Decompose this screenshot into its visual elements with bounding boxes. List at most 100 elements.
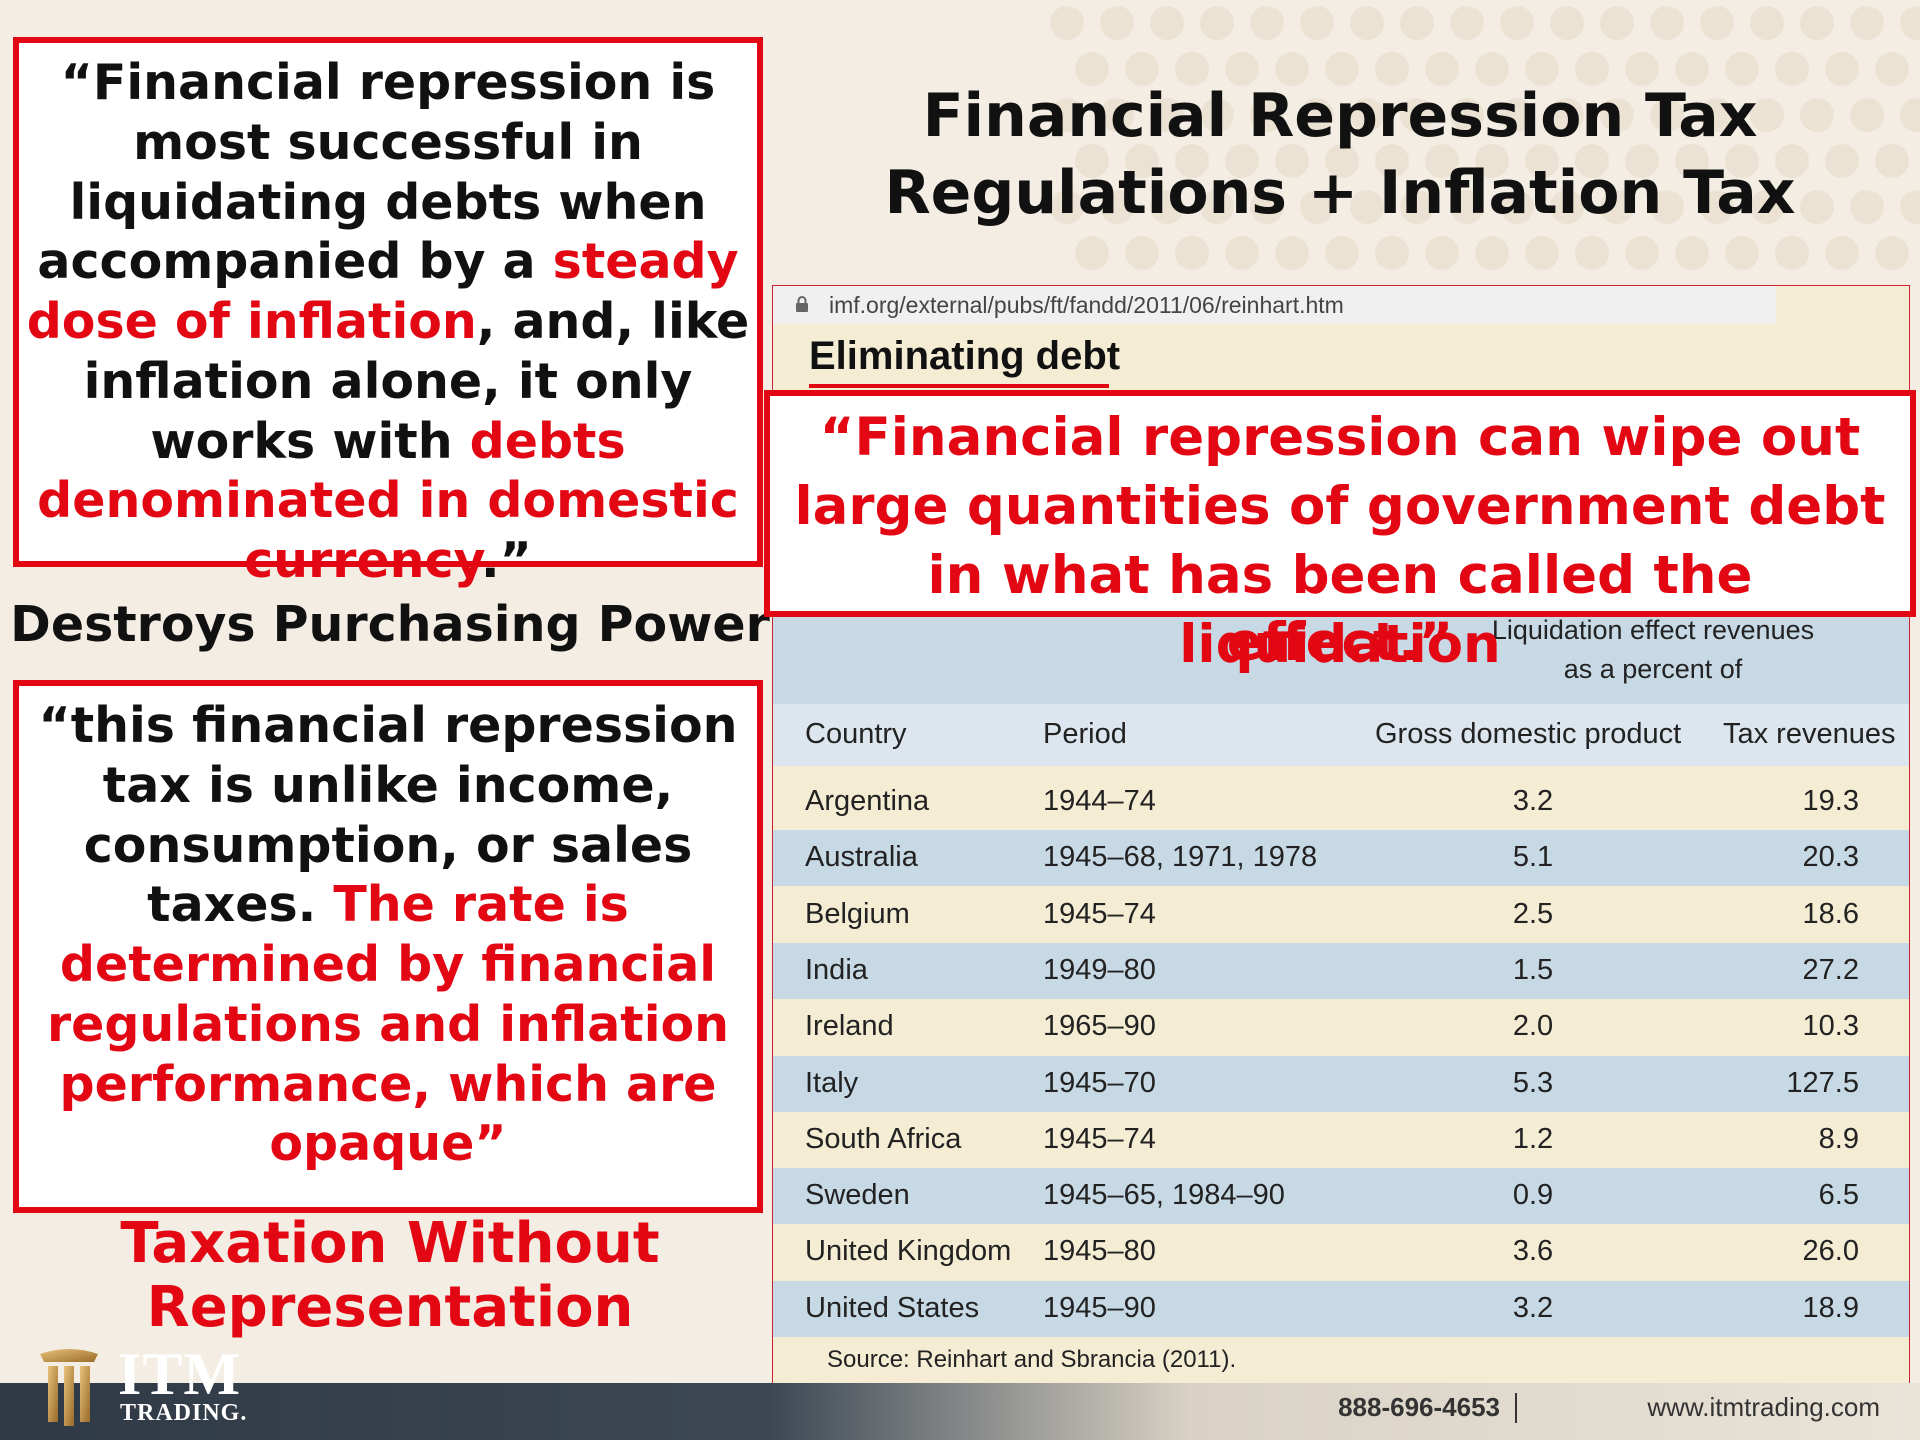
cell-country: United Kingdom xyxy=(805,1235,1012,1268)
background-dot xyxy=(1525,236,1559,270)
background-dot xyxy=(1175,144,1209,178)
main-title-line2: Regulations + Inflation Tax xyxy=(884,157,1796,228)
column-header-country: Country xyxy=(805,718,907,750)
background-dot xyxy=(1650,190,1684,224)
background-dot xyxy=(1275,52,1309,86)
group-header-line2: as a percent of xyxy=(1563,654,1743,685)
liquidation-quote-end: effect.” xyxy=(1226,612,1454,673)
cell-gdp: 5.3 xyxy=(1512,1066,1554,1099)
background-dot xyxy=(1375,236,1409,270)
background-dot xyxy=(1200,6,1234,40)
background-dot xyxy=(1525,52,1559,86)
cell-gdp: 2.5 xyxy=(1512,897,1554,930)
logo-trading-text: TRADING. xyxy=(120,1400,248,1426)
cell-country: Australia xyxy=(805,841,918,874)
table-row: Italy 1945–70 5.3 127.5 xyxy=(773,1055,1909,1112)
background-dot xyxy=(1775,144,1809,178)
background-dot xyxy=(1075,52,1109,86)
quote1-highlight-debts: debts denominated in domestic currency xyxy=(37,412,739,590)
group-header: Liquidation effect revenues as a percent… xyxy=(1443,611,1863,689)
background-dot xyxy=(1200,98,1234,132)
cell-gdp: 1.5 xyxy=(1512,953,1554,986)
background-dot xyxy=(1550,190,1584,224)
background-dot xyxy=(1875,144,1909,178)
background-dot xyxy=(1700,98,1734,132)
cell-period: 1945–74 xyxy=(1043,897,1156,930)
background-dot xyxy=(1600,98,1634,132)
cell-gdp: 3.2 xyxy=(1512,785,1554,817)
liquidation-quote-text: “Financial repression can wipe out large… xyxy=(794,407,1886,675)
background-dot xyxy=(1450,98,1484,132)
background-dot xyxy=(1250,190,1284,224)
background-dot xyxy=(1350,98,1384,132)
table-header-row xyxy=(773,704,1909,766)
title-underline xyxy=(809,384,1109,388)
background-dot xyxy=(1175,52,1209,86)
cell-period: 1945–68, 1971, 1978 xyxy=(1043,841,1318,874)
background-dot xyxy=(1625,236,1659,270)
background-dot xyxy=(1875,52,1909,86)
background-dot xyxy=(1275,144,1309,178)
cell-period: 1945–70 xyxy=(1043,1066,1156,1099)
background-pattern xyxy=(1050,0,1920,280)
background-dot xyxy=(1825,52,1859,86)
background-dot xyxy=(1625,52,1659,86)
cell-gdp: 2.0 xyxy=(1512,1010,1554,1043)
background-dot xyxy=(1775,236,1809,270)
background-dot xyxy=(1900,6,1920,40)
background-dot xyxy=(1725,52,1759,86)
background-dot xyxy=(1425,144,1459,178)
background-dot xyxy=(1175,236,1209,270)
cell-gdp: 5.1 xyxy=(1512,841,1554,874)
background-dot xyxy=(1425,52,1459,86)
cell-country: Italy xyxy=(805,1066,859,1099)
group-header-line1: Liquidation effect revenues xyxy=(1491,615,1815,645)
background-dot xyxy=(1800,98,1834,132)
background-dot xyxy=(1350,6,1384,40)
background-dot xyxy=(1550,98,1584,132)
background-dot xyxy=(1850,6,1884,40)
cell-country: Sweden xyxy=(805,1179,910,1212)
background-dot xyxy=(1100,6,1134,40)
background-dot xyxy=(1450,6,1484,40)
background-dot xyxy=(1300,190,1334,224)
background-dot xyxy=(1325,52,1359,86)
url-text: imf.org/external/pubs/ft/fandd/2011/06/r… xyxy=(829,292,1344,318)
website-link[interactable]: www.itmtrading.com xyxy=(1647,1392,1880,1422)
cell-country: Argentina xyxy=(805,785,930,817)
background-dot xyxy=(1150,6,1184,40)
cell-period: 1949–80 xyxy=(1043,953,1156,986)
background-dot xyxy=(1475,144,1509,178)
background-dot xyxy=(1500,98,1534,132)
table-row: India 1949–80 1.5 27.2 xyxy=(773,942,1909,999)
cell-country: United States xyxy=(805,1291,980,1324)
cell-period: 1945–65, 1984–90 xyxy=(1043,1179,1285,1212)
table-row: Argentina 1944–74 3.2 19.3 xyxy=(773,774,1909,830)
phone-number[interactable]: 888-696-4653 xyxy=(1338,1392,1500,1422)
background-dot xyxy=(1850,98,1884,132)
background-dot xyxy=(1575,236,1609,270)
background-dot xyxy=(1275,236,1309,270)
background-dot xyxy=(1675,144,1709,178)
background-dot xyxy=(1750,98,1784,132)
cell-tax: 6.5 xyxy=(1818,1179,1859,1212)
table-row: United Kingdom 1945–80 3.6 26.0 xyxy=(773,1224,1909,1280)
background-dot xyxy=(1325,144,1359,178)
background-dot xyxy=(1575,144,1609,178)
background-dot xyxy=(1675,236,1709,270)
background-dot xyxy=(1050,190,1084,224)
lock-icon xyxy=(796,296,808,312)
quote1-highlight-inflation: steady dose of inflation xyxy=(26,233,739,351)
background-dot xyxy=(1725,144,1759,178)
cell-tax: 18.9 xyxy=(1802,1291,1859,1324)
table-row: South Africa 1945–74 1.2 8.9 xyxy=(773,1112,1909,1168)
column-header-period: Period xyxy=(1043,718,1127,750)
background-dot xyxy=(1300,6,1334,40)
background-dot xyxy=(1150,98,1184,132)
itm-trading-logo[interactable]: ITM TRADING. xyxy=(38,1340,268,1435)
url-bar[interactable]: imf.org/external/pubs/ft/fandd/2011/06/r… xyxy=(773,286,1776,324)
background-dot xyxy=(1650,6,1684,40)
background-dot xyxy=(1350,190,1384,224)
quote1-text-3: .” xyxy=(481,532,532,590)
cell-country: India xyxy=(805,953,868,986)
